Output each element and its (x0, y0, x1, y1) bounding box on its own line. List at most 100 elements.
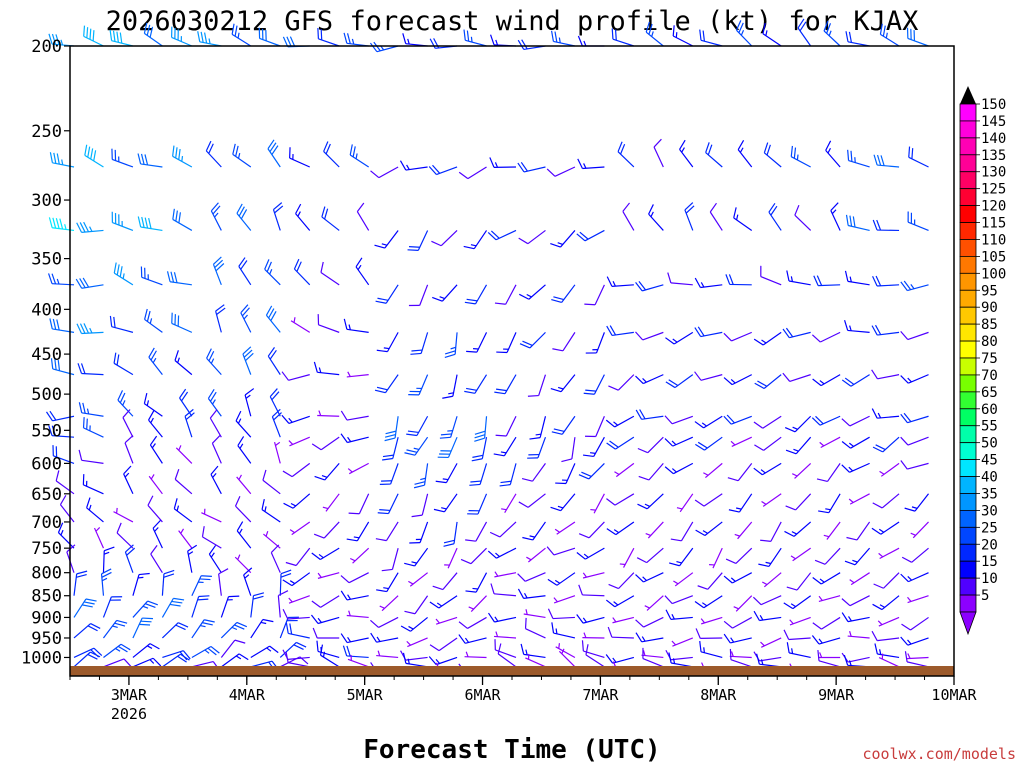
wind-barb (408, 371, 427, 399)
wind-barb (311, 608, 339, 625)
barb-full-flag (518, 572, 526, 583)
barb-full-flag (636, 281, 643, 292)
wind-barb (379, 592, 398, 611)
wind-barb (431, 223, 457, 248)
barb-full-flag (784, 630, 789, 640)
wind-barb (409, 519, 427, 547)
barb-full-flag (518, 588, 523, 598)
barb-shaft (219, 574, 222, 596)
barb-full-flag (901, 436, 908, 447)
barb-full-flag (580, 640, 587, 651)
colorbar-swatch-85 (960, 324, 976, 341)
wind-barb (312, 540, 339, 562)
barb-shaft (701, 375, 722, 381)
wind-barb (606, 648, 634, 664)
wind-barb (910, 518, 929, 537)
wind-barb (459, 609, 487, 631)
wind-barb (872, 514, 899, 537)
wind-barb (48, 217, 75, 230)
wind-barb (77, 220, 104, 232)
barb-half-flag (451, 347, 456, 349)
wind-barb (665, 324, 692, 346)
wind-barb (404, 590, 427, 617)
wind-barb (724, 628, 752, 644)
wind-barb (524, 609, 547, 617)
barb-half-flag (614, 421, 618, 426)
wind-barb (488, 539, 516, 560)
wind-barb (641, 650, 663, 657)
wind-barb (433, 566, 457, 592)
barb-full-flag (459, 170, 468, 181)
barb-full-flag (312, 442, 321, 452)
barb-shaft (850, 416, 870, 426)
wind-barb (271, 409, 290, 437)
barb-full-flag (901, 572, 909, 583)
barb-shaft (498, 654, 516, 667)
wind-barb (263, 530, 283, 548)
wind-barb (288, 433, 310, 446)
barb-full-flag (578, 159, 583, 169)
wind-barb (613, 459, 634, 476)
barb-full-flag (783, 372, 790, 383)
barb-half-flag (613, 281, 615, 286)
barb-half-flag (731, 440, 735, 445)
colorbar-label-145: 145 (981, 114, 1006, 130)
barb-full-flag (146, 411, 156, 420)
barb-full-flag (646, 204, 656, 214)
y-tick-label-250: 250 (31, 122, 62, 142)
wind-barb (283, 565, 310, 588)
wind-barb (703, 142, 729, 167)
wind-barb (490, 583, 517, 595)
wind-barb (547, 158, 575, 178)
barb-full-flag (578, 36, 582, 46)
barb-shaft (648, 437, 664, 453)
wind-barb (74, 596, 97, 623)
wind-barb (192, 593, 210, 621)
wind-barb (676, 491, 693, 512)
wind-barb (493, 568, 516, 577)
barb-shaft (319, 325, 340, 333)
barb-full-flag (401, 624, 410, 634)
wind-barb (233, 496, 258, 522)
barb-full-flag (708, 203, 719, 212)
barb-half-flag (95, 527, 100, 531)
colorbar-label-140: 140 (981, 131, 1006, 147)
barb-full-flag (270, 545, 281, 553)
barb-full-flag (465, 536, 476, 544)
wind-barb (636, 406, 663, 420)
barb-half-flag (90, 226, 92, 231)
wind-barb (201, 508, 223, 522)
barb-shaft (612, 637, 634, 638)
barb-full-flag (528, 392, 539, 399)
barb-full-flag (754, 611, 759, 621)
wind-barb (235, 554, 254, 573)
barb-full-flag (521, 161, 527, 172)
barb-shaft (647, 548, 664, 562)
barb-half-flag (495, 616, 498, 621)
barb-shaft (539, 375, 546, 396)
wind-barb (783, 323, 811, 339)
wind-barb (818, 591, 841, 602)
colorbar-swatch-45 (960, 460, 976, 477)
barb-full-flag (207, 545, 218, 554)
barb-shaft (324, 522, 339, 538)
barb-full-flag (842, 612, 848, 623)
y-tick-label-1000: 1000 (21, 648, 62, 668)
wind-barb (235, 522, 259, 549)
colorbar-swatch-150 (960, 104, 976, 121)
barb-full-flag (577, 551, 585, 562)
barb-full-flag (211, 436, 222, 444)
barb-shaft (671, 283, 693, 285)
barb-shaft (643, 659, 663, 667)
wind-barb (133, 598, 158, 624)
wind-barb (726, 541, 752, 566)
barb-full-flag (151, 520, 162, 528)
barb-half-flag (289, 440, 293, 445)
wind-barb (374, 224, 398, 251)
barb-full-flag (488, 549, 496, 560)
wind-barb (148, 436, 171, 463)
wind-barb (873, 220, 899, 230)
wind-barb (784, 588, 811, 611)
barb-full-flag (519, 292, 529, 302)
